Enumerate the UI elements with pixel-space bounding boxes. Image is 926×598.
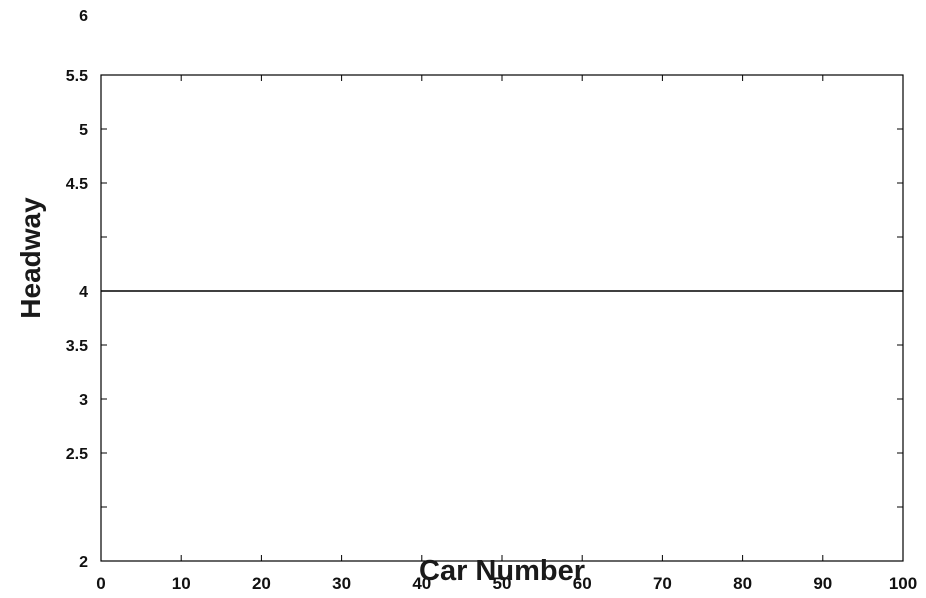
x-tick-label: 20: [252, 574, 271, 593]
x-tick-label: 10: [172, 574, 191, 593]
y-tick-label: 4: [79, 284, 88, 301]
y-tick-label: 5: [79, 122, 88, 139]
y-tick-label: 2.5: [66, 446, 88, 463]
x-tick-label: 60: [573, 574, 592, 593]
y-tick-label: 5.5: [66, 68, 88, 85]
y-axis-title: Headway: [15, 197, 46, 319]
x-tick-label: 0: [96, 574, 105, 593]
y-tick-label: 4.5: [66, 176, 88, 193]
y-tick-label: 2: [79, 554, 88, 571]
axis-ticks: [100, 74, 904, 562]
x-tick-label: 40: [412, 574, 431, 593]
x-axis-title: Car Number: [419, 555, 585, 587]
x-tick-label: 30: [332, 574, 351, 593]
y-tick-labels: 6 5.5 5 4.5 4 3.5 3 2.5 2: [66, 8, 88, 571]
x-tick-label: 50: [493, 574, 512, 593]
x-tick-label: 100: [889, 574, 917, 593]
x-tick-label: 90: [813, 574, 832, 593]
y-tick-label: 3.5: [66, 338, 88, 355]
y-tick-label: 3: [79, 392, 88, 409]
y-tick-label: 6: [79, 8, 88, 25]
x-tick-label: 70: [653, 574, 672, 593]
x-tick-labels: 0 10 20 30 40 50 60 70 80 90 100: [96, 574, 917, 593]
x-tick-label: 80: [733, 574, 752, 593]
plot-frame: [100, 74, 904, 562]
